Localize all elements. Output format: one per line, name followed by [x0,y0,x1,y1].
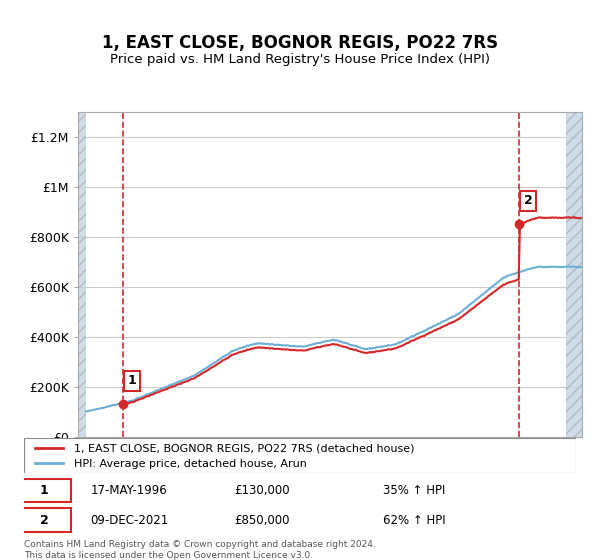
Bar [78,112,86,437]
Text: 2: 2 [40,514,49,526]
Text: HPI: Average price, detached house, Arun: HPI: Average price, detached house, Arun [74,459,307,469]
Text: 09-DEC-2021: 09-DEC-2021 [90,514,169,526]
Text: £130,000: £130,000 [234,484,289,497]
Text: Price paid vs. HM Land Registry's House Price Index (HPI): Price paid vs. HM Land Registry's House … [110,53,490,66]
FancyBboxPatch shape [19,508,71,532]
Bar [566,112,582,437]
Text: 2: 2 [524,194,532,207]
Text: £850,000: £850,000 [234,514,289,526]
Text: 1, EAST CLOSE, BOGNOR REGIS, PO22 7RS: 1, EAST CLOSE, BOGNOR REGIS, PO22 7RS [102,34,498,52]
Text: Contains HM Land Registry data © Crown copyright and database right 2024.
This d: Contains HM Land Registry data © Crown c… [24,540,376,560]
Text: 1: 1 [40,484,49,497]
Text: 1, EAST CLOSE, BOGNOR REGIS, PO22 7RS (detached house): 1, EAST CLOSE, BOGNOR REGIS, PO22 7RS (d… [74,443,414,453]
FancyBboxPatch shape [19,479,71,502]
Text: 35% ↑ HPI: 35% ↑ HPI [383,484,445,497]
Text: 1: 1 [127,374,136,388]
FancyBboxPatch shape [24,438,576,473]
Text: 62% ↑ HPI: 62% ↑ HPI [383,514,445,526]
Text: 17-MAY-1996: 17-MAY-1996 [90,484,167,497]
